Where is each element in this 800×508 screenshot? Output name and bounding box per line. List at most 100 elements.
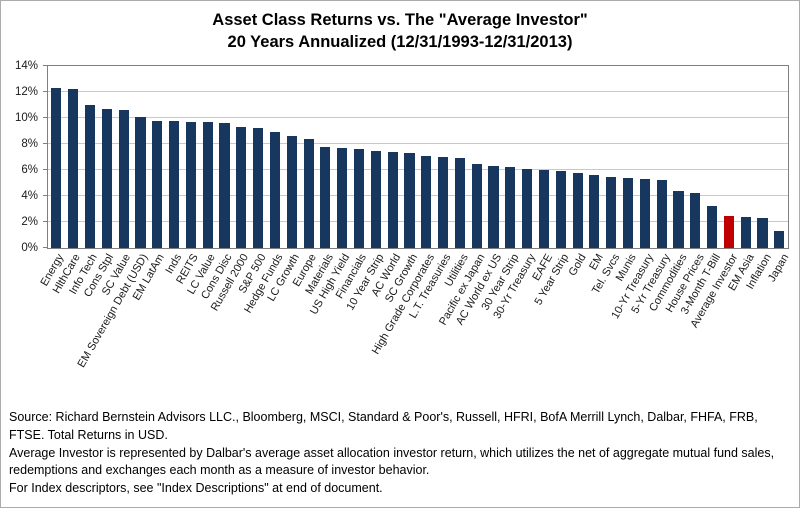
y-axis-tick-mark [43,195,47,197]
bar-us-high-yield [337,147,348,248]
y-axis-tick-label: 0% [21,242,38,254]
bar-high-grade-corporates [421,155,432,248]
bar-slot [737,66,754,248]
bar-slot [166,66,183,248]
bar-materials [320,146,331,248]
x-axis-label: Gold [566,252,589,279]
y-axis-tick-mark [43,117,47,118]
gridline [48,143,788,144]
bar-europe [303,138,314,248]
source-line-2: Average Investor is represented by Dalba… [9,445,775,478]
bar-s-p-500 [253,128,264,248]
bar-average-investor [723,215,734,248]
bar-slot [468,66,485,248]
bar-house-prices [690,193,701,248]
bar-info-tech [84,105,96,248]
bar-pacific-ex-japan [471,163,482,248]
bar-commodities [673,190,684,248]
source-line-1: Source: Richard Bernstein Advisors LLC.,… [9,410,758,442]
bar-10-yr-treasury [639,179,650,248]
bar-lc-value [202,121,213,248]
bar-slot [132,66,149,248]
bar-30-yr-treasury [522,168,533,248]
y-axis-tick-mark [43,169,47,170]
bar-cons-disc [219,123,230,248]
bar-slot [485,66,502,248]
bar-l-t-treasuries [438,157,449,248]
bar-lc-growth [286,136,297,248]
bar-slot [754,66,771,248]
bar-slot [384,66,401,248]
bar-slot [636,66,653,248]
bar-slot [48,66,65,248]
bar-gold [572,172,583,248]
bar-slot [82,66,99,248]
bar-slot [267,66,284,248]
bar-slot [334,66,351,248]
bars-container [48,66,788,248]
chart-title-line1: Asset Class Returns vs. The "Average Inv… [212,11,588,29]
y-axis-tick-mark [43,143,47,145]
bar-ac-world-ex-us [488,166,499,248]
bar-slot [569,66,586,248]
bar-slot [721,66,738,248]
bar-10-year-strip [370,150,381,248]
bar-slot [502,66,519,248]
y-axis-tick-label: 8% [21,138,38,151]
bar-sc-growth [404,153,415,248]
bar-slot [115,66,132,248]
plot-area [47,65,789,249]
bar-slot [452,66,469,248]
bar-em-latam [152,120,163,248]
gridline [48,117,788,118]
bar-hedge-funds [269,132,280,248]
bar-financials [353,149,365,248]
bar-slot [687,66,704,248]
y-axis-tick-label: 12% [14,86,38,98]
bar-hlthcare [68,89,79,248]
bar-utilities [454,158,465,248]
bar-slot [199,66,216,248]
bar-slot [552,66,569,248]
chart-title-line2: 20 Years Annualized (12/31/1993-12/31/20… [227,33,573,52]
bar-japan [774,231,785,248]
gridline [48,221,788,222]
bar-slot [216,66,233,248]
bar-slot [536,66,553,248]
y-axis-tick-label: 14% [14,60,38,72]
bar-slot [98,66,115,248]
gridline [48,91,788,92]
bar-5-year-strip [555,171,566,248]
y-axis-tick-mark [43,91,47,92]
y-axis-tick-label: 6% [21,164,38,176]
bar-slot [435,66,452,248]
bar-3-month-t-bill [707,206,718,248]
bar-eafe [538,170,549,248]
bar-em-sovereign-debt-usd [135,116,146,248]
chart-title: Asset Class Returns vs. The "Average Inv… [1,9,799,54]
y-axis: 0% 2% 4% 6% 8% 10% 12% 14% [1,60,47,254]
y-axis-tick-mark [43,247,47,248]
source-text: Source: Richard Bernstein Advisors LLC.,… [9,409,793,498]
bar-slot [704,66,721,248]
bar-slot [149,66,166,248]
bar-inds [169,120,180,248]
bar-slot [771,66,788,248]
bar-5-yr-treasury [656,180,667,248]
bar-em-asia [740,216,751,248]
bar-slot [367,66,384,248]
bar-slot [317,66,334,248]
bar-slot [233,66,250,248]
bar-slot [283,66,300,248]
bar-slot [351,66,368,248]
bar-30-year-strip [505,167,516,248]
bar-munis [622,177,634,248]
bar-slot [670,66,687,248]
y-axis-tick-label: 4% [21,190,38,203]
bar-slot [183,66,200,248]
bar-cons-stpl [101,108,112,248]
bar-energy [51,88,62,248]
x-axis-labels: Energy HlthCare Info Tech Cons Stpl SC Value… [38,249,791,405]
gridline [48,169,788,170]
